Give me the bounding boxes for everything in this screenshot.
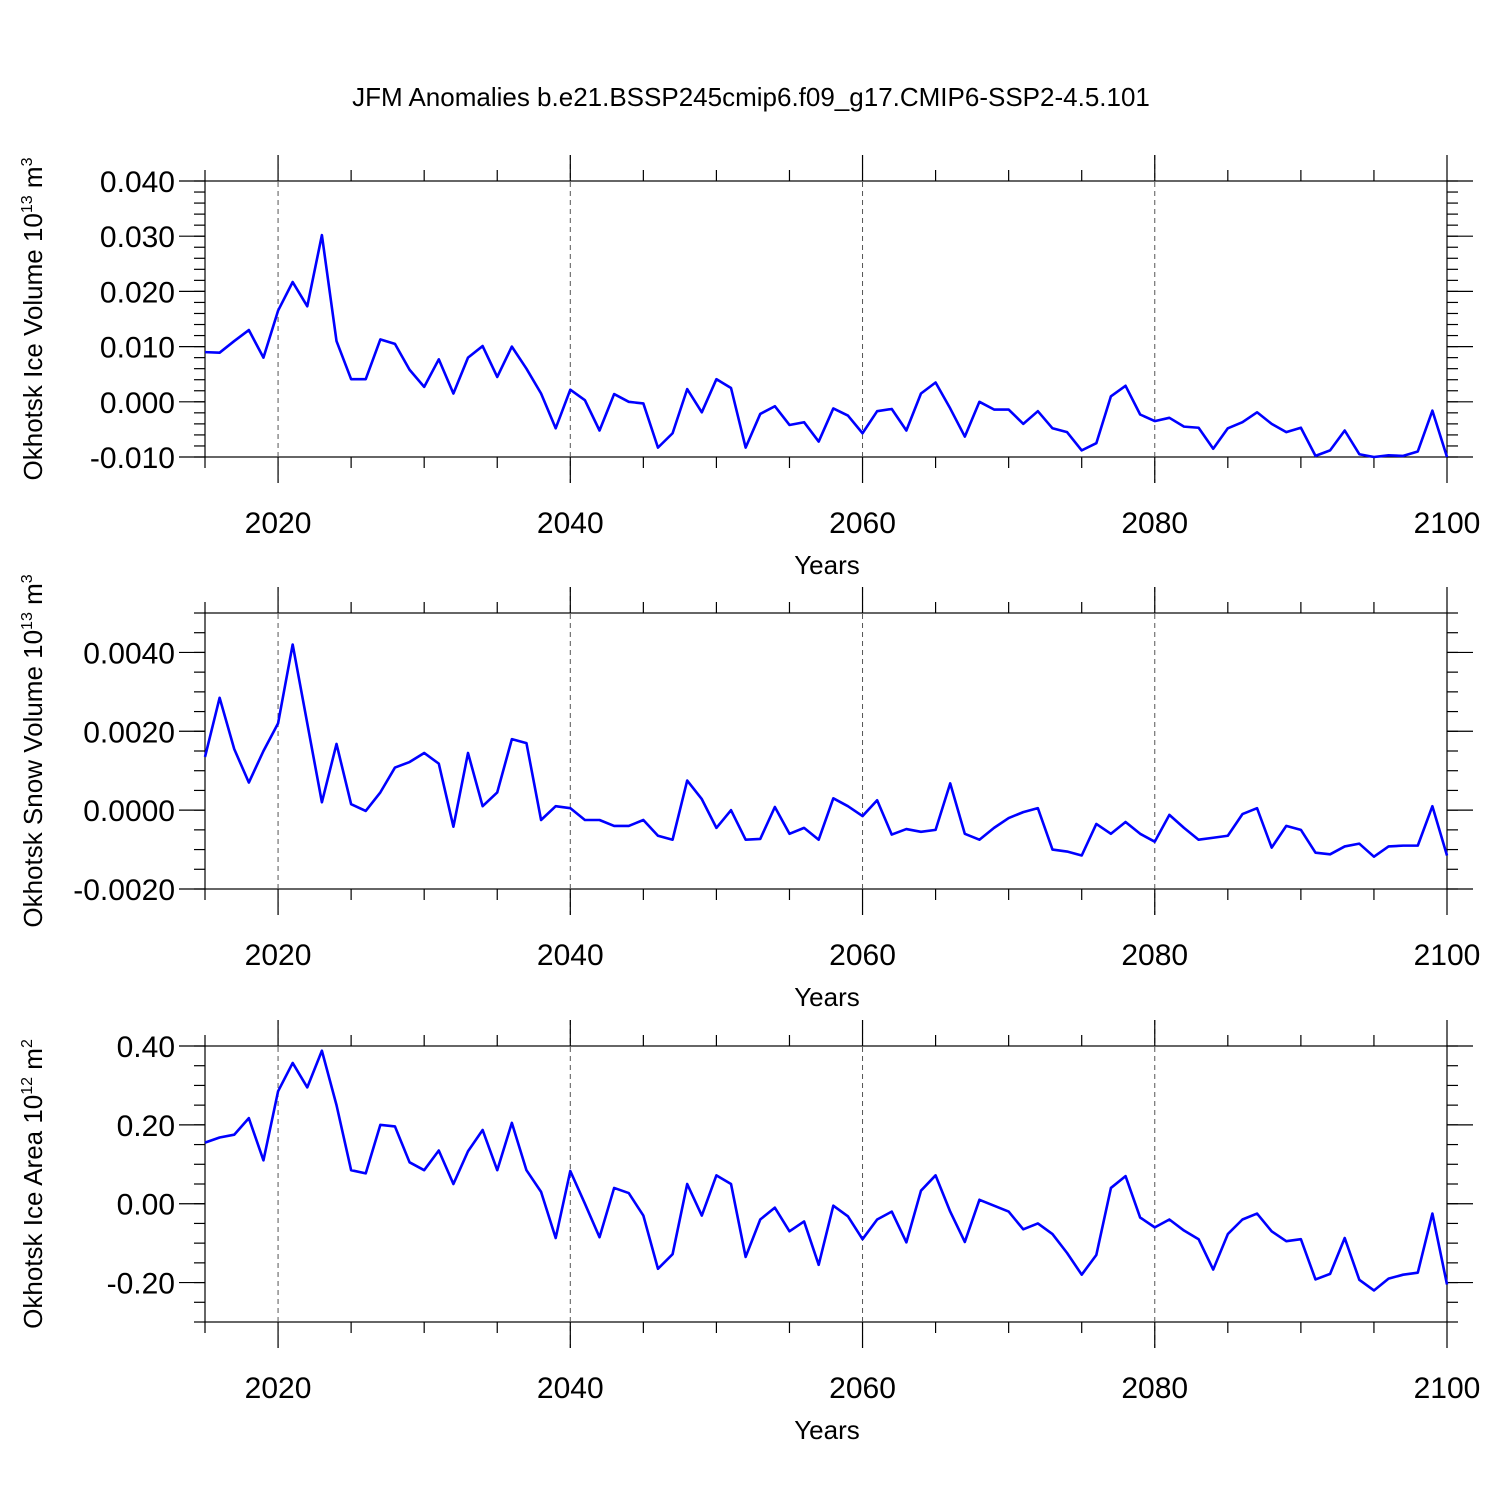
y-axis-title-text: Okhotsk Ice Area 10: [18, 1095, 48, 1329]
y-axis-title-superscript: 13: [19, 195, 36, 213]
y-axis-title: Okhotsk Ice Area 1012 m2: [18, 1039, 48, 1329]
y-axis-title-text: Okhotsk Snow Volume 10: [18, 630, 48, 928]
x-axis-title: Years: [794, 550, 860, 580]
y-tick-label: -0.20: [107, 1268, 175, 1301]
y-axis-title-superscript: 3: [19, 157, 36, 166]
y-axis-title-superscript: 13: [19, 612, 36, 630]
y-tick-label: 0.010: [100, 332, 175, 365]
x-tick-label: 2040: [537, 1372, 604, 1405]
x-tick-label: 2020: [245, 1372, 312, 1405]
y-axis-title: Okhotsk Snow Volume 1013 m3: [18, 574, 48, 927]
x-tick-label: 2080: [1121, 507, 1188, 540]
series-line-1: [204, 233, 1449, 459]
x-tick-label: 2020: [245, 939, 312, 972]
plot-frame: [204, 1045, 1448, 1323]
x-tick-label: 2040: [537, 939, 604, 972]
y-tick-label: 0.040: [100, 166, 175, 199]
y-axis-title-text: m: [18, 583, 48, 612]
y-axis-title: Okhotsk Ice Volume 1013 m3: [18, 157, 48, 480]
x-tick-label: 2060: [829, 1372, 896, 1405]
panels: -0.010 0.000 0.010 0.020 0.030 0.040 2020 2040 2…: [18, 155, 1480, 1445]
y-tick-label: 0.0020: [83, 716, 175, 749]
plot-frame: [204, 612, 1448, 890]
y-tick-label: 0.000: [100, 387, 175, 420]
chart-panel-1: -0.010 0.000 0.010 0.020 0.030 0.040 2020 2040 2…: [18, 155, 1480, 580]
plot-frame: [204, 180, 1448, 458]
y-axis-title-superscript: 12: [19, 1077, 36, 1095]
x-tick-label: 2080: [1121, 1372, 1188, 1405]
y-axis-title-text: m: [18, 166, 48, 195]
y-axis-title-superscript: 2: [19, 1039, 36, 1048]
y-tick-label: 0.030: [100, 221, 175, 254]
y-axis-title-superscript: 3: [19, 574, 36, 583]
y-tick-label: 0.00: [117, 1189, 175, 1222]
y-tick-label: 0.0040: [83, 637, 175, 670]
x-axis-title: Years: [794, 982, 860, 1012]
x-axis-title: Years: [794, 1415, 860, 1445]
y-tick-label: -0.010: [90, 442, 175, 475]
x-tick-label: 2080: [1121, 939, 1188, 972]
y-tick-label: 0.40: [117, 1031, 175, 1064]
y-tick-label: 0.20: [117, 1110, 175, 1143]
series-line-1: [204, 1049, 1449, 1292]
y-tick-label: -0.0020: [73, 874, 175, 907]
x-tick-label: 2100: [1414, 1372, 1481, 1405]
chart-panel-2: -0.0020 0.0000 0.0020 0.0040 2020 2040 2060 208…: [18, 574, 1480, 1012]
figure-title: JFM Anomalies b.e21.BSSP245cmip6.f09_g17…: [352, 82, 1150, 112]
x-tick-label: 2020: [245, 507, 312, 540]
y-tick-label: 0.020: [100, 276, 175, 309]
x-tick-label: 2060: [829, 507, 896, 540]
y-axis-title-text: m: [18, 1048, 48, 1077]
x-tick-label: 2060: [829, 939, 896, 972]
y-axis-title-text: Okhotsk Ice Volume 10: [18, 213, 48, 480]
x-tick-label: 2040: [537, 507, 604, 540]
x-tick-label: 2100: [1414, 939, 1481, 972]
chart-panel-3: -0.20 0.00 0.20 0.40 2020 2040 2060 2080 2100 Yea…: [18, 1020, 1480, 1445]
series-line-1: [203, 643, 1449, 858]
y-tick-label: 0.0000: [83, 795, 175, 828]
x-tick-label: 2100: [1414, 507, 1481, 540]
